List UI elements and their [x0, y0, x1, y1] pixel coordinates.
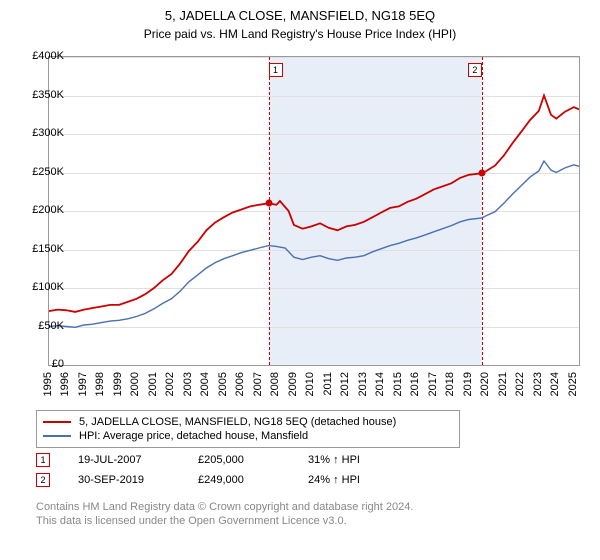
sale-date: 30-SEP-2019 [78, 474, 198, 486]
footer-line-2: This data is licensed under the Open Gov… [36, 514, 413, 528]
x-axis-label: 1996 [59, 372, 71, 396]
sales-table: 1 19-JUL-2007£205,00031% ↑ HPI 2 30-SEP-201… [36, 450, 398, 490]
legend: 5, JADELLA CLOSE, MANSFIELD, NG18 5EQ (d… [36, 410, 460, 448]
y-axis-label: £200K [20, 204, 64, 216]
sale-diff: 24% ↑ HPI [308, 474, 398, 486]
sale-point-dot [265, 200, 272, 207]
x-axis-label: 1998 [94, 372, 106, 396]
legend-label: HPI: Average price, detached house, Mans… [79, 430, 308, 442]
x-axis-label: 2015 [392, 372, 404, 396]
x-axis-label: 2023 [532, 372, 544, 396]
sale-price: £205,000 [198, 454, 308, 466]
x-axis-label: 2003 [182, 372, 194, 396]
series-line [49, 96, 579, 312]
page-subtitle: Price paid vs. HM Land Registry's House … [0, 23, 600, 41]
y-axis-label: £400K [20, 50, 64, 62]
legend-swatch [43, 421, 71, 423]
sale-point-dot [478, 170, 485, 177]
x-axis-label: 2006 [234, 372, 246, 396]
x-axis-label: 2007 [252, 372, 264, 396]
x-axis-label: 2024 [549, 372, 561, 396]
y-axis-label: £250K [20, 166, 64, 178]
sale-row-marker: 2 [36, 473, 50, 487]
sale-date: 19-JUL-2007 [78, 454, 198, 466]
x-axis-label: 2004 [199, 372, 211, 396]
y-axis-label: £350K [20, 89, 64, 101]
x-axis-label: 1999 [112, 372, 124, 396]
sale-diff: 31% ↑ HPI [308, 454, 398, 466]
y-axis-label: £300K [20, 127, 64, 139]
chart-plot-area: 12 [48, 56, 580, 366]
table-row: 2 30-SEP-2019£249,00024% ↑ HPI [36, 470, 398, 490]
x-axis-label: 2011 [322, 372, 334, 396]
y-axis-label: £50K [20, 320, 64, 332]
x-axis-label: 2016 [409, 372, 421, 396]
x-axis-label: 2009 [287, 372, 299, 396]
legend-label: 5, JADELLA CLOSE, MANSFIELD, NG18 5EQ (d… [79, 416, 396, 428]
table-row: 1 19-JUL-2007£205,00031% ↑ HPI [36, 450, 398, 470]
y-axis-label: £150K [20, 243, 64, 255]
page-title: 5, JADELLA CLOSE, MANSFIELD, NG18 5EQ [0, 0, 600, 23]
x-axis-label: 2000 [129, 372, 141, 396]
x-axis-label: 2025 [567, 372, 579, 396]
x-axis-label: 1997 [77, 372, 89, 396]
legend-swatch [43, 435, 71, 437]
x-axis-label: 2012 [339, 372, 351, 396]
x-axis-label: 2017 [427, 372, 439, 396]
x-axis-label: 2018 [444, 372, 456, 396]
footer-line-1: Contains HM Land Registry data © Crown c… [36, 500, 413, 514]
y-axis-label: £100K [20, 281, 64, 293]
x-axis-label: 2022 [514, 372, 526, 396]
x-axis-label: 2021 [497, 372, 509, 396]
x-axis-label: 1995 [42, 372, 54, 396]
legend-item: 5, JADELLA CLOSE, MANSFIELD, NG18 5EQ (d… [43, 415, 453, 429]
x-axis-label: 2002 [164, 372, 176, 396]
x-axis-label: 2008 [269, 372, 281, 396]
legend-item: HPI: Average price, detached house, Mans… [43, 429, 453, 443]
footer-attribution: Contains HM Land Registry data © Crown c… [36, 500, 413, 529]
x-axis-label: 2010 [304, 372, 316, 396]
sale-price: £249,000 [198, 474, 308, 486]
x-axis-label: 2019 [462, 372, 474, 396]
x-axis-label: 2001 [147, 372, 159, 396]
x-axis-label: 2005 [217, 372, 229, 396]
x-axis-label: 2014 [374, 372, 386, 396]
chart-svg [49, 57, 579, 365]
sale-row-marker: 1 [36, 453, 50, 467]
x-axis-label: 2013 [357, 372, 369, 396]
x-axis-label: 2020 [479, 372, 491, 396]
